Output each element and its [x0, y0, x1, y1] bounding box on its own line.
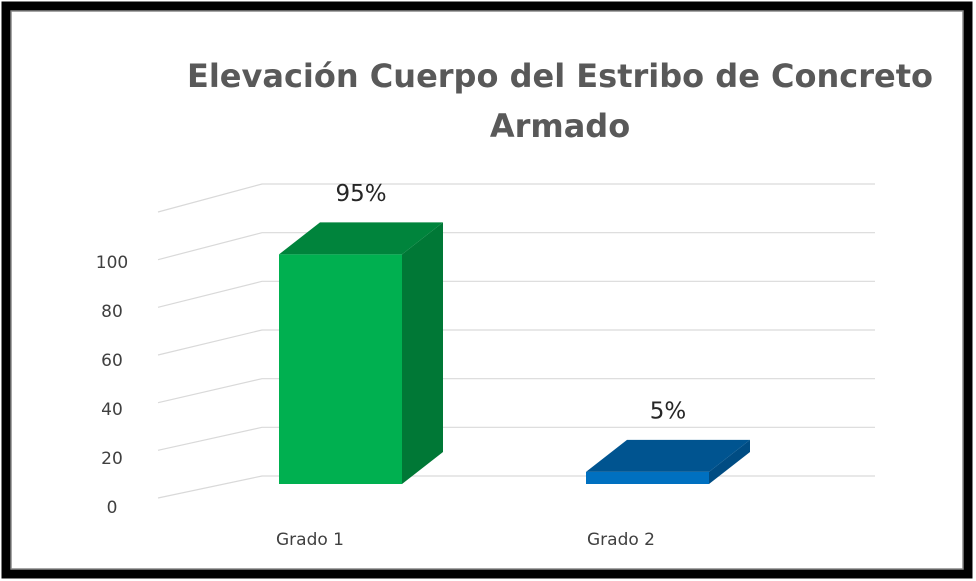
grid-line	[157, 378, 875, 404]
grid-line	[157, 329, 875, 356]
grid-line	[157, 232, 875, 261]
data-label: 5%	[650, 398, 687, 424]
bar	[586, 471, 709, 484]
y-tick-label: 40	[101, 400, 123, 420]
chart-inner-frame	[10, 10, 964, 570]
bar	[279, 254, 402, 484]
bar-top	[586, 439, 750, 472]
y-tick-label: 100	[96, 253, 128, 273]
x-tick-label: Grado 1	[276, 530, 344, 550]
axis-top-line	[157, 183, 875, 213]
y-tick-label: 80	[101, 302, 123, 322]
y-tick-label: 0	[107, 498, 118, 518]
grid-line	[157, 426, 875, 451]
chart-title: Elevación Cuerpo del Estribo de Concreto…	[187, 57, 933, 145]
y-tick-label: 20	[101, 449, 123, 469]
y-tick-label: 60	[101, 351, 123, 371]
bar-side	[402, 222, 443, 484]
x-tick-label: Grado 2	[587, 530, 655, 550]
bar-side	[709, 439, 750, 484]
bar-top	[279, 222, 443, 255]
grid-line	[157, 280, 875, 308]
data-label: 95%	[335, 181, 386, 207]
